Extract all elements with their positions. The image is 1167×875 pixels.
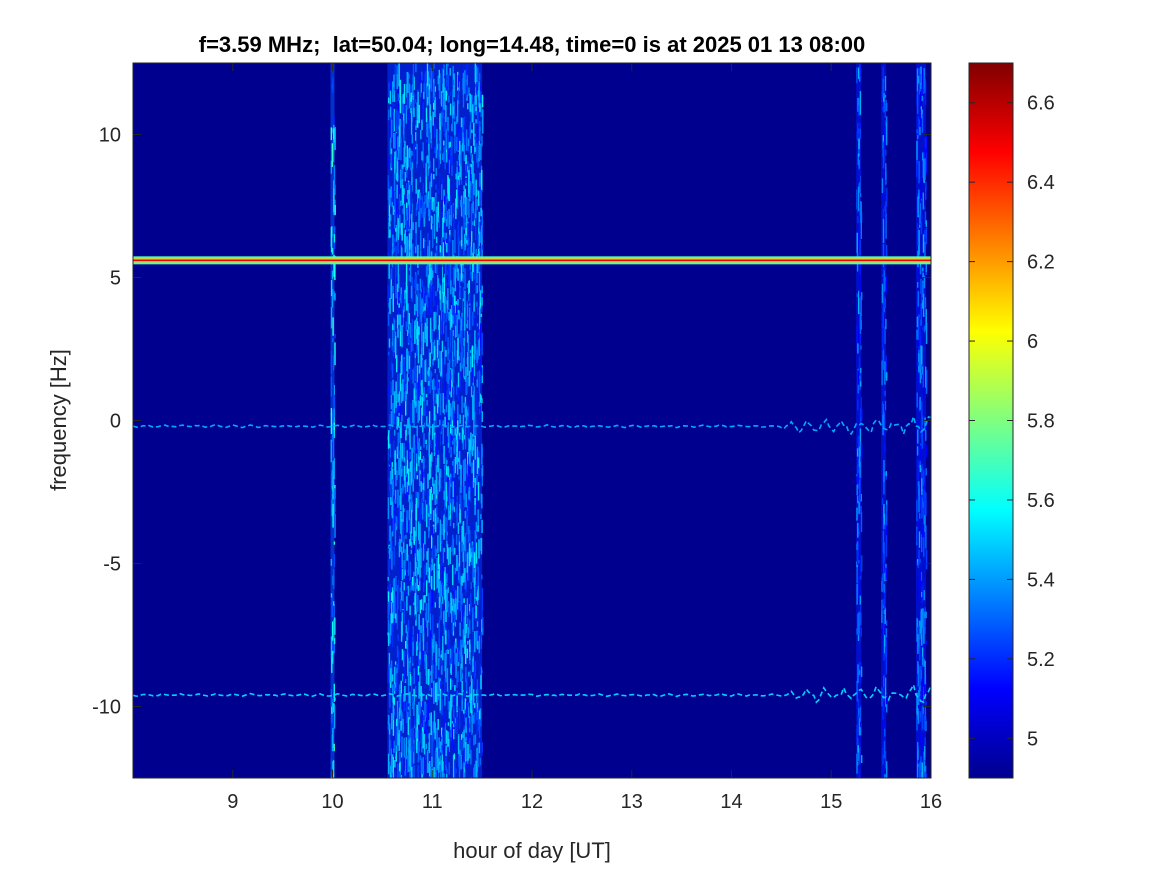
chart-title: f=3.59 MHz; lat=50.04; long=14.48, time=… (199, 32, 866, 57)
x-tick-label: 15 (820, 791, 842, 813)
y-axis: -10 -5 0 5 10 (92, 125, 931, 719)
y-axis-label: frequency [Hz] (46, 349, 71, 491)
colorbar-tick-label: 6 (1027, 331, 1038, 353)
colorbar-tick-label: 6.4 (1027, 172, 1055, 194)
x-tick-label: 14 (720, 791, 742, 813)
y-tick-label: -5 (103, 554, 121, 576)
doppler-trace (133, 413, 931, 437)
x-tick-label: 10 (321, 791, 343, 813)
y-tick-label: 0 (110, 411, 121, 433)
x-axis: 9 10 11 12 13 14 15 16 (227, 63, 942, 813)
colorbar-tick-label: 6.6 (1027, 93, 1055, 115)
plot-background (133, 63, 931, 778)
broadband-band (916, 63, 928, 778)
broadband-band (387, 63, 484, 778)
carrier-line (133, 256, 931, 265)
y-tick-label: 10 (99, 125, 121, 147)
x-tick-label: 16 (920, 791, 942, 813)
broadband-band (330, 63, 336, 778)
colorbar: 5 5.2 5.4 5.6 5.8 6 6.2 6.4 6.6 (968, 62, 1055, 779)
x-axis-label: hour of day [UT] (453, 838, 611, 863)
plot-area (132, 62, 932, 779)
colorbar-tick-label: 5.6 (1027, 490, 1055, 512)
y-tick-label: -10 (92, 697, 121, 719)
x-tick-label: 11 (422, 791, 443, 813)
colorbar-tick-label: 6.2 (1027, 252, 1055, 274)
y-tick-label: 5 (110, 268, 121, 290)
colorbar-tick-label: 5.8 (1027, 411, 1055, 433)
doppler-trace (133, 682, 931, 704)
broadband-band (881, 63, 888, 778)
colorbar-gradient (969, 63, 1013, 778)
plot-features (133, 63, 931, 778)
x-tick-label: 9 (227, 791, 238, 813)
x-tick-label: 13 (621, 791, 643, 813)
x-tick-label: 12 (521, 791, 543, 813)
colorbar-tick-label: 5.4 (1027, 569, 1055, 591)
colorbar-tick-label: 5 (1027, 728, 1038, 750)
colorbar-ticks: 5 5.2 5.4 5.6 5.8 6 6.2 6.4 6.6 (969, 93, 1055, 750)
colorbar-tick-label: 5.2 (1027, 649, 1055, 671)
